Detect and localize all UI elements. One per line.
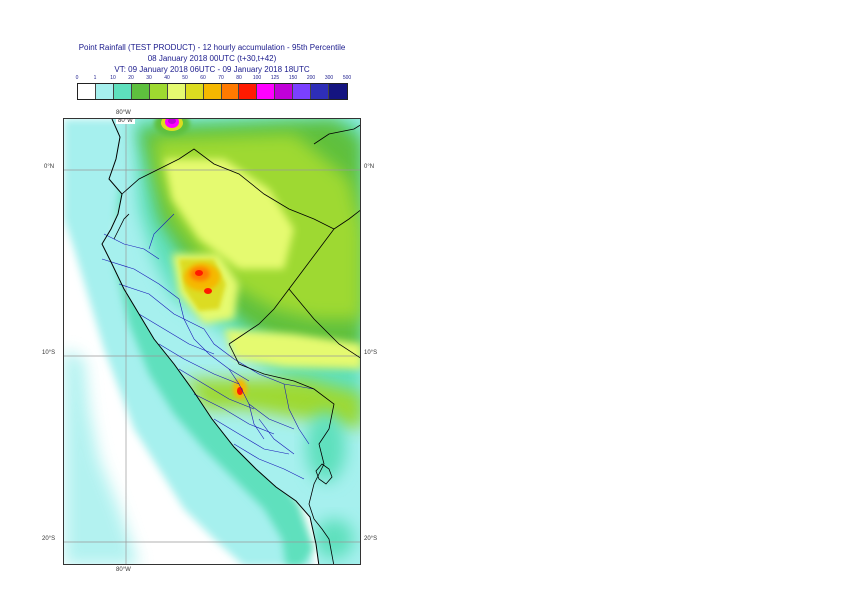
lat-label-20s-right: 20°S [364,536,378,542]
title-line-3: VT: 09 January 2018 06UTC - 09 January 2… [114,65,310,74]
legend-tick-label: 40 [164,75,170,81]
legend-swatch [329,84,348,99]
title-line-2: 08 January 2018 00UTC (t+30,t+42) [147,54,277,63]
lon-label-bottom: 80°W [116,567,131,573]
legend-tick-label: 200 [306,75,316,81]
northern-peak [154,119,190,136]
legend-tick-label: 70 [218,75,224,81]
lat-label-20s-outer-left: 20°S [42,536,56,542]
legend-swatch [113,84,132,99]
legend-swatch [275,84,294,99]
admin-boundaries [101,213,315,480]
legend-swatch [257,84,276,99]
legend-swatch [293,84,312,99]
national-borders [113,124,360,564]
legend-swatch [95,84,114,99]
legend-tick-label: 150 [288,75,298,81]
legend-tick-label: 300 [324,75,334,81]
ocean-precip-field [64,119,314,564]
legend-swatch [78,84,96,99]
title-line-1: Point Rainfall (TEST PRODUCT) - 12 hourl… [78,43,346,52]
ocean-west-band [64,349,139,564]
lat-label-0-outer-left: 0°N [44,164,55,170]
legend-tick-label: 10 [110,75,116,81]
coastline [101,119,333,564]
legend-tick-label: 125 [270,75,280,81]
legend-swatch [149,84,168,99]
legend-swatch [131,84,150,99]
legend-swatch [311,84,330,99]
legend-swatch [239,84,258,99]
legend-swatch [221,84,240,99]
lon-label-top: 80°W [116,118,135,124]
legend-tick-label: 60 [200,75,206,81]
rainfall-map: 80°W 0°N 10°S 20°S [63,118,361,565]
legend-tick-label: 100 [252,75,262,81]
lat-label-10s-outer-left: 10°S [42,350,56,356]
lon-label-top-outer: 80°W [116,110,131,116]
lat-label-10s-right: 10°S [364,350,378,356]
legend-tick-label: 1 [93,75,97,81]
legend-tick-label: 0 [75,75,79,81]
legend-tick-label: 20 [128,75,134,81]
legend-swatch [185,84,204,99]
legend-swatch [203,84,222,99]
ocean-coastal-mid [116,139,314,564]
legend-tick-label: 80 [236,75,242,81]
legend-tick-label: 30 [146,75,152,81]
legend-tick-label: 50 [182,75,188,81]
legend-swatches [77,83,348,100]
lat-label-0-right: 0°N [364,164,375,170]
legend-tick-label: 500 [342,75,352,81]
map-canvas [64,119,360,564]
legend-swatch [167,84,186,99]
graticule [64,119,360,564]
